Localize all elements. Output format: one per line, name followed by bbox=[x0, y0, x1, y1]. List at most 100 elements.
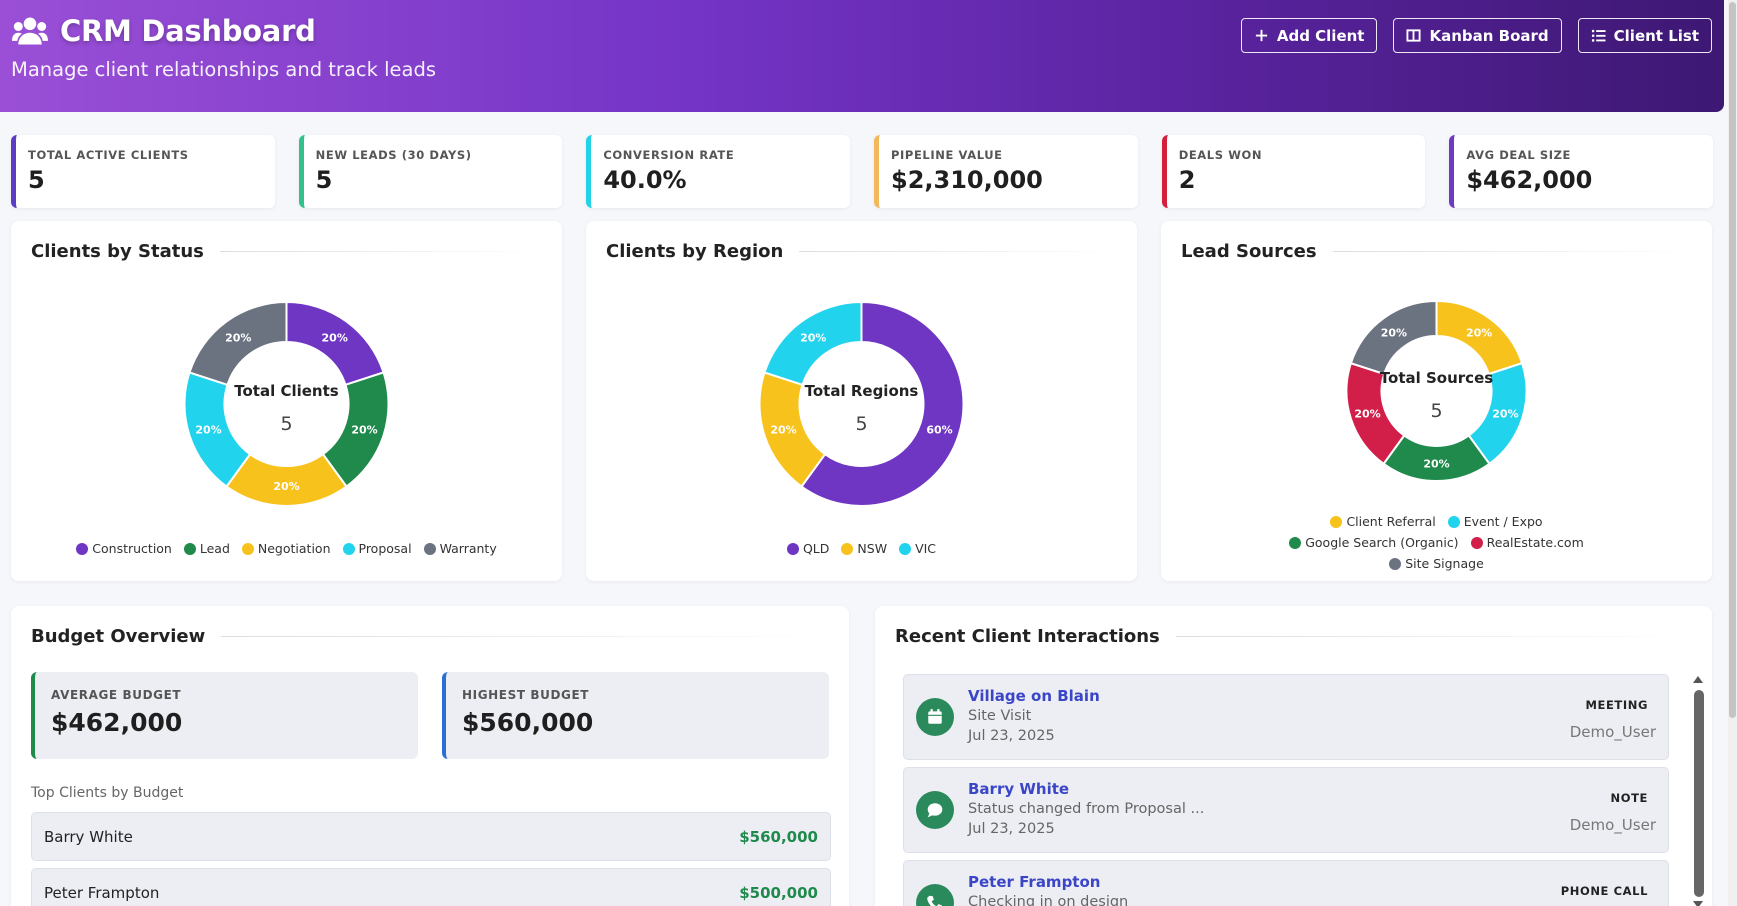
recent-interactions-panel: Recent Client Interactions Village on Bl… bbox=[875, 606, 1712, 906]
slice-percent-label: 20% bbox=[195, 423, 221, 436]
panel-title: Recent Client Interactions bbox=[895, 626, 1160, 647]
comment-icon bbox=[927, 803, 943, 818]
legend-label: QLD bbox=[802, 541, 830, 556]
top-client-row[interactable]: Peter Frampton $500,000 bbox=[31, 868, 831, 906]
legend-item-client-referral[interactable]: Client Referral bbox=[1330, 514, 1436, 529]
slice-percent-label: 20% bbox=[1381, 326, 1407, 339]
header-title-group: CRM Dashboard bbox=[12, 14, 316, 48]
kanban-board-button[interactable]: Kanban Board bbox=[1393, 18, 1562, 53]
legend-item-vic[interactable]: VIC bbox=[899, 541, 936, 556]
list-icon bbox=[1591, 29, 1606, 42]
donut-center-title: Total Sources bbox=[1380, 369, 1493, 387]
legend-item-nsw[interactable]: NSW bbox=[841, 541, 887, 556]
legend-swatch bbox=[241, 542, 254, 555]
interaction-item[interactable]: Barry White Status changed from Proposal… bbox=[903, 767, 1669, 853]
client-budget: $560,000 bbox=[739, 827, 818, 846]
title-divider bbox=[219, 251, 542, 252]
interactions-scrollbar[interactable] bbox=[1694, 690, 1704, 897]
stat-value: 40.0% bbox=[603, 166, 687, 194]
legend-item-event-expo[interactable]: Event / Expo bbox=[1447, 514, 1543, 529]
legend-label: RealEstate.com bbox=[1486, 535, 1584, 550]
slice-percent-label: 60% bbox=[926, 423, 952, 436]
interaction-summary: Site Visit bbox=[968, 708, 1032, 724]
stat-card-avg-deal-size: AVG DEAL SIZE $462,000 bbox=[1449, 135, 1714, 208]
panel-title: Clients by Region bbox=[606, 241, 784, 262]
legend-swatch bbox=[1447, 515, 1460, 528]
legend-label: VIC bbox=[915, 541, 937, 556]
lead-sources-donut: 20% 20% 20% 20% 20% Total Sources 5 bbox=[1345, 299, 1528, 482]
clients-by-status-donut: 20% 20% 20% 20% 20% Total Clients 5 bbox=[183, 300, 390, 507]
clients-by-region-legend: QLD NSW VIC bbox=[586, 541, 1137, 556]
slice-percent-label: 20% bbox=[351, 423, 377, 436]
clients-by-status-legend: Construction Lead Negotiation Proposal Warra… bbox=[11, 541, 562, 556]
donut-center-title: Total Clients bbox=[234, 382, 339, 400]
legend-item-realestate-com[interactable]: RealEstate.com bbox=[1470, 535, 1584, 550]
clients-by-status-panel: Clients by Status 20% 20% 20% 20% 20% Total C… bbox=[11, 221, 562, 581]
scroll-up-arrow[interactable] bbox=[1693, 676, 1703, 683]
stat-card-conversion-rate: CONVERSION RATE 40.0% bbox=[586, 135, 851, 208]
legend-item-warranty[interactable]: Warranty bbox=[423, 541, 497, 556]
stat-card-new-leads: NEW LEADS (30 DAYS) 5 bbox=[298, 135, 563, 208]
legend-swatch bbox=[841, 542, 854, 555]
donut-center-value: 5 bbox=[280, 413, 292, 435]
interaction-item[interactable]: Peter Frampton Checking in on design PHO… bbox=[903, 860, 1669, 906]
scroll-down-arrow[interactable] bbox=[1693, 901, 1703, 906]
legend-item-negotiation[interactable]: Negotiation bbox=[241, 541, 331, 556]
legend-item-lead[interactable]: Lead bbox=[183, 541, 230, 556]
dashboard-header: CRM Dashboard Manage client relationship… bbox=[0, 0, 1724, 112]
legend-swatch bbox=[1330, 515, 1343, 528]
stat-label: NEW LEADS (30 DAYS) bbox=[315, 148, 472, 162]
donut-slice-warranty[interactable] bbox=[188, 300, 288, 387]
donut-slice-qld[interactable] bbox=[800, 300, 965, 507]
interaction-item[interactable]: Village on Blain Site Visit Jul 23, 2025… bbox=[903, 674, 1669, 760]
client-name: Barry White bbox=[44, 827, 133, 846]
donut-slice-vic[interactable] bbox=[763, 300, 863, 387]
legend-item-google-search-organic-[interactable]: Google Search (Organic) bbox=[1289, 535, 1459, 550]
legend-label: Site Signage bbox=[1405, 556, 1484, 571]
interaction-summary: Checking in on design bbox=[968, 894, 1129, 906]
stat-value: $2,310,000 bbox=[891, 166, 1043, 194]
stat-card-deals-won: DEALS WON 2 bbox=[1161, 135, 1426, 208]
legend-label: Event / Expo bbox=[1463, 514, 1543, 529]
panel-header: Clients by Status bbox=[31, 241, 542, 262]
panel-header: Lead Sources bbox=[1181, 241, 1692, 262]
slice-percent-label: 20% bbox=[800, 332, 826, 345]
stat-label: PIPELINE VALUE bbox=[891, 148, 1003, 162]
users-icon bbox=[12, 17, 48, 45]
legend-swatch bbox=[1470, 536, 1483, 549]
average-budget-value: $462,000 bbox=[51, 708, 183, 737]
header-actions: Add Client Kanban Board Client List bbox=[1240, 18, 1712, 53]
legend-label: Warranty bbox=[439, 541, 497, 556]
interaction-date: Jul 23, 2025 bbox=[968, 728, 1055, 744]
interaction-client-link[interactable]: Village on Blain bbox=[968, 687, 1100, 705]
interaction-type: PHONE CALL bbox=[1560, 884, 1648, 898]
legend-swatch bbox=[342, 542, 355, 555]
slice-percent-label: 20% bbox=[1466, 326, 1492, 339]
donut-slice-site-signage[interactable] bbox=[1349, 299, 1438, 376]
title-divider bbox=[1332, 251, 1692, 252]
panel-header: Clients by Region bbox=[606, 241, 1117, 262]
legend-swatch bbox=[183, 542, 196, 555]
client-list-button[interactable]: Client List bbox=[1577, 18, 1712, 53]
title-divider bbox=[221, 636, 829, 637]
budget-overview-panel: Budget Overview AVERAGE BUDGET $462,000 … bbox=[11, 606, 849, 906]
panel-header: Recent Client Interactions bbox=[895, 626, 1692, 647]
legend-item-proposal[interactable]: Proposal bbox=[342, 541, 412, 556]
interaction-client-link[interactable]: Peter Frampton bbox=[968, 873, 1101, 891]
stat-label: TOTAL ACTIVE CLIENTS bbox=[28, 148, 189, 162]
legend-item-site-signage[interactable]: Site Signage bbox=[1389, 556, 1484, 571]
legend-item-qld[interactable]: QLD bbox=[786, 541, 830, 556]
page-scrollbar-thumb[interactable] bbox=[1729, 2, 1736, 718]
client-budget: $500,000 bbox=[739, 883, 818, 902]
add-client-button[interactable]: Add Client bbox=[1240, 18, 1378, 53]
legend-label: Lead bbox=[199, 541, 230, 556]
interaction-client-link[interactable]: Barry White bbox=[968, 780, 1070, 798]
legend-swatch bbox=[423, 542, 436, 555]
title-divider bbox=[799, 251, 1117, 252]
legend-item-construction[interactable]: Construction bbox=[76, 541, 172, 556]
legend-label: Proposal bbox=[358, 541, 412, 556]
stat-card-pipeline-value: PIPELINE VALUE $2,310,000 bbox=[874, 135, 1138, 208]
top-client-row[interactable]: Barry White $560,000 bbox=[31, 812, 831, 861]
stat-label: AVG DEAL SIZE bbox=[1466, 148, 1572, 162]
donut-center-title: Total Regions bbox=[805, 382, 919, 400]
